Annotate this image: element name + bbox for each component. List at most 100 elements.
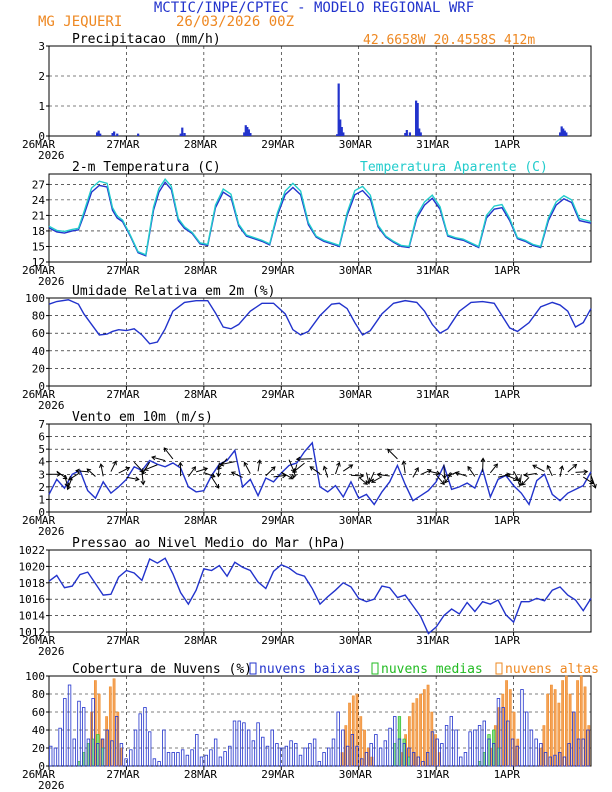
y-tick-label: 1020 (19, 560, 46, 573)
wind-arrow (505, 474, 518, 481)
cloud-low-bar (317, 761, 322, 767)
cloud-low-bar (435, 738, 439, 767)
wind-arrow-head (64, 482, 70, 488)
x-tick-label: 26MAR (22, 388, 55, 401)
wind-arrow (126, 476, 139, 480)
wind-arrow (489, 463, 498, 474)
wind-arrow (76, 470, 88, 473)
panel-frame (48, 549, 592, 633)
x-tick-label: 28MAR (184, 634, 217, 647)
precip-bar (246, 127, 249, 136)
cloud-low-bar (407, 747, 411, 767)
y-tick-label: 6 (38, 431, 45, 444)
legend-label: nuvens medias (381, 662, 483, 677)
wind-arrow (350, 474, 364, 477)
wind-arrow (273, 474, 286, 478)
series-line-0 (48, 299, 592, 345)
cloud-high-bar (579, 675, 583, 767)
cloud-low-bar (242, 722, 246, 767)
cloud-low-bar (477, 725, 482, 767)
wind-arrow-head (141, 470, 147, 475)
cloud-low-bar (232, 720, 237, 767)
y-tick-label: 7 (38, 418, 45, 431)
cloud-low-bar (294, 743, 298, 767)
wind-arrow-head (546, 464, 552, 470)
cloud-low-bar (77, 700, 81, 767)
wind-arrow-head (454, 471, 460, 476)
cloud-high-bar (363, 729, 366, 767)
precip-bar (183, 133, 186, 136)
y-tick-label: 2 (38, 481, 45, 494)
cloud-high-bar (355, 693, 359, 767)
y-tick-label: 1016 (19, 593, 46, 606)
cloud-low-bar (81, 707, 86, 767)
wind-arrow-head (134, 476, 140, 482)
wind-arrow (151, 456, 166, 462)
wind-arrow (217, 462, 220, 477)
x-tick-label: 27MAR (106, 388, 139, 401)
wind-arrow-head (559, 465, 565, 471)
wind-arrow (100, 463, 104, 477)
cloud-low-bar (147, 731, 152, 767)
precip-bar (244, 125, 247, 136)
cloud-low-bar (468, 731, 472, 767)
y-tick-label: 80 (32, 688, 45, 701)
wind-arrow (590, 475, 596, 489)
panel-title: Cobertura de Nuvens (%) (72, 662, 252, 677)
wind-arrow (532, 464, 545, 472)
precip-bar (111, 133, 114, 136)
cloud-high-bar (546, 693, 550, 767)
precip-bar (113, 131, 116, 136)
x-tick-label: 1APR (494, 768, 521, 781)
cloud-low-bar (374, 734, 378, 767)
cloud-low-bar (562, 756, 567, 767)
precip-bar (340, 127, 343, 136)
cloud-low-bar (58, 727, 62, 767)
wind-arrow-head (532, 464, 538, 469)
y-tick-label: 1 (38, 100, 45, 113)
cloud-low-bar (204, 754, 208, 767)
precip-bar (181, 127, 184, 136)
x-year-label: 2026 (38, 779, 65, 792)
cloud-low-bar (440, 743, 444, 767)
cloud-low-bar (195, 734, 199, 767)
wind-arrow-head (401, 460, 407, 466)
cloud-low-bar (369, 743, 373, 767)
cloud-low-bar (496, 698, 501, 767)
series-line-0 (48, 557, 592, 635)
y-tick-label: 2 (38, 70, 45, 83)
wind-arrow (371, 476, 383, 483)
wind-arrow (497, 473, 511, 478)
panel-pressure: 1012 1014 1016 1018 1020 1022 26MAR 27MAR 28MAR 2… (19, 536, 592, 658)
series-line-1 (48, 178, 592, 256)
y-tick-label: 5 (38, 443, 45, 456)
cloud-low-bar (397, 738, 402, 767)
x-year-label: 2026 (38, 149, 65, 162)
cloud-low-bar (529, 729, 534, 767)
wind-arrow-head (210, 473, 216, 478)
panel-rh: 0 20 40 60 80 100 26MAR 27MAR 28MAR 29MAR 30MAR 31M… (22, 284, 592, 412)
panel-temp: 12 15 18 21 24 27 26MAR 27MAR 28MAR 29MAR 30MAR 31M… (22, 160, 592, 288)
wind-arrow-head (67, 475, 73, 481)
cloud-high-bar (572, 711, 576, 767)
wind-arrow (358, 476, 368, 485)
legend-label: Temperatura Aparente (C) (360, 160, 548, 175)
wind-arrow (582, 476, 594, 485)
x-tick-label: 30MAR (339, 514, 372, 527)
x-tick-label: 1APR (494, 514, 521, 527)
x-tick-label: 30MAR (339, 634, 372, 647)
precip-bar (97, 130, 100, 136)
x-tick-label: 31MAR (416, 138, 449, 151)
y-tick-label: 3 (38, 40, 45, 53)
cloud-low-bar (110, 740, 114, 767)
precip-bar (247, 129, 250, 136)
wind-arrow-head (592, 483, 597, 489)
wind-arrow-head (523, 472, 529, 478)
x-tick-label: 28MAR (184, 388, 217, 401)
cloud-low-bar (402, 743, 406, 767)
cloud-low-bar (341, 729, 345, 767)
cloud-low-bar (426, 752, 430, 767)
precip-bar (562, 128, 565, 136)
wind-arrow-head (256, 459, 262, 465)
wind-arrow-head (66, 485, 72, 491)
